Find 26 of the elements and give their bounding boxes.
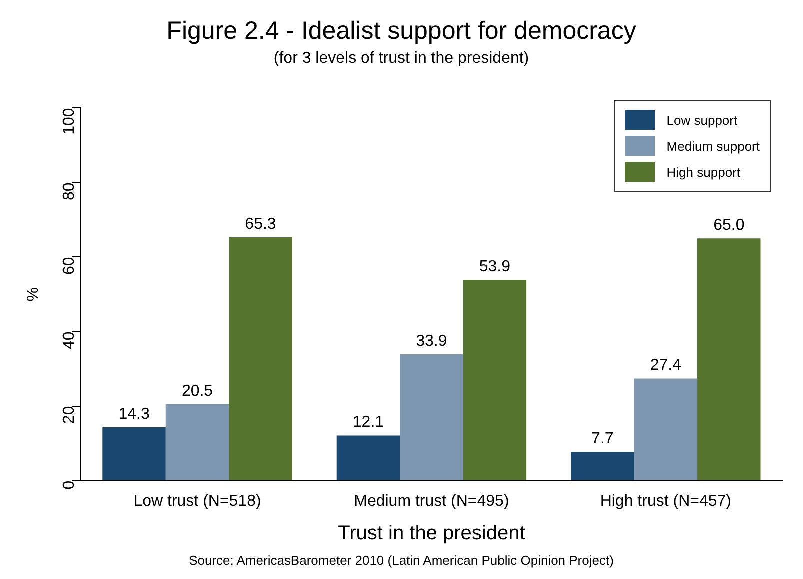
legend-label: High support bbox=[666, 164, 740, 180]
x-tick-label: Medium trust (N=495) bbox=[354, 492, 510, 510]
x-axis-title: Trust in the president bbox=[338, 522, 526, 545]
data-label: 20.5 bbox=[182, 382, 214, 400]
y-tick-label: 60 bbox=[60, 257, 78, 276]
data-label: 7.7 bbox=[592, 430, 614, 448]
y-tick-label: 20 bbox=[60, 406, 78, 424]
source-note: Source: AmericasBarometer 2010 (Latin American Public Opinion Project) bbox=[188, 553, 615, 568]
data-label: 27.4 bbox=[650, 357, 682, 374]
y-tick-label: 80 bbox=[60, 182, 78, 201]
legend-label: Low support bbox=[666, 112, 738, 128]
data-label: 53.9 bbox=[479, 258, 511, 276]
chart-subtitle: (for 3 levels of trust in the president) bbox=[274, 50, 530, 68]
data-label: 33.9 bbox=[416, 332, 448, 350]
data-label: 65.3 bbox=[245, 216, 276, 233]
data-label: 65.0 bbox=[714, 217, 745, 234]
y-tick-label: 0 bbox=[60, 480, 78, 490]
data-label: 12.1 bbox=[352, 414, 384, 432]
y-axis-title: % bbox=[25, 287, 42, 302]
x-tick-label: High trust (N=457) bbox=[600, 492, 732, 510]
y-tick-label: 40 bbox=[60, 332, 78, 350]
legend-label: Medium support bbox=[666, 138, 760, 154]
y-tick-label: 100 bbox=[60, 108, 78, 135]
data-label: 14.3 bbox=[118, 406, 150, 423]
x-tick-label: Low trust (N=518) bbox=[134, 492, 262, 510]
chart-title: Figure 2.4 - Idealist support for democracy bbox=[166, 16, 637, 45]
